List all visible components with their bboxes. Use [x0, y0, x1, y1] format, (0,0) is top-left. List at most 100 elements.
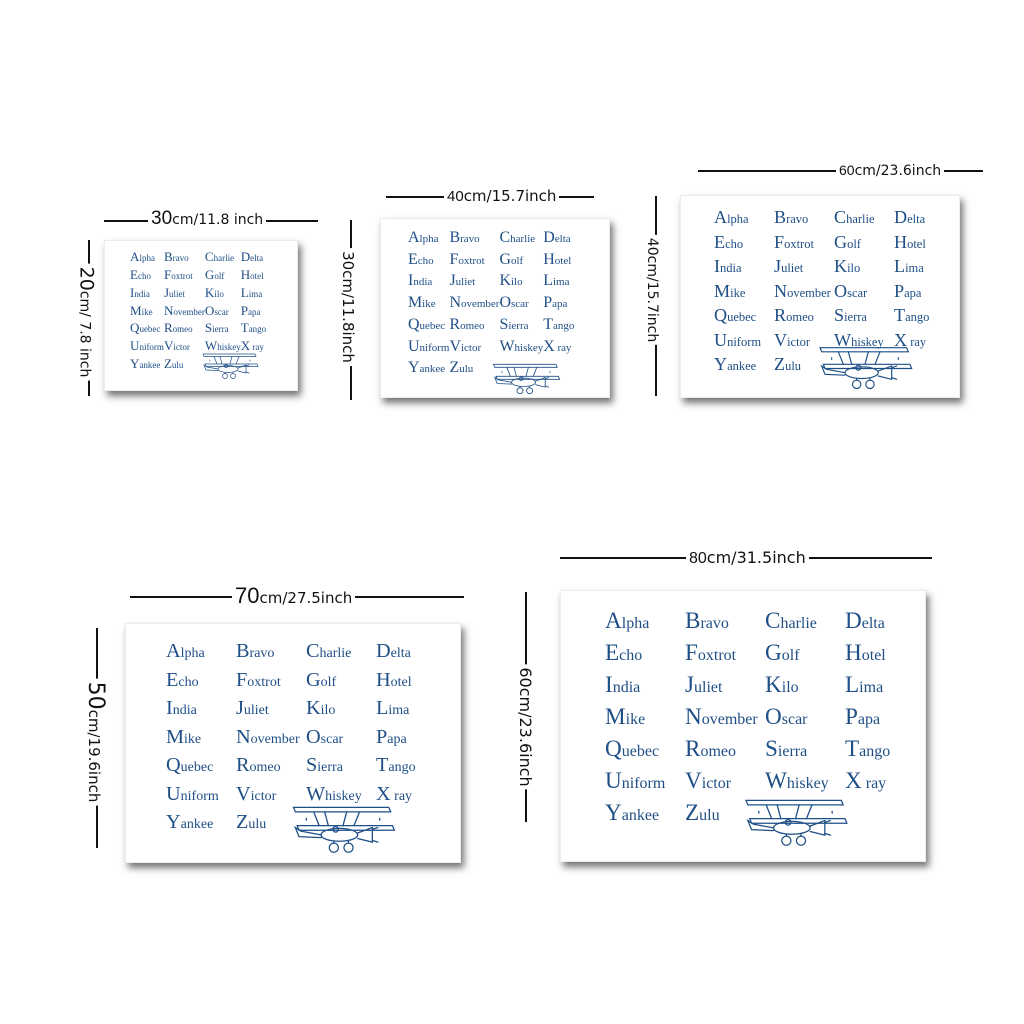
phonetic-word: Victor — [774, 331, 834, 356]
word-rest: ierra — [212, 324, 229, 335]
initial-letter: U — [714, 329, 728, 350]
word-rest: ike — [141, 306, 153, 317]
phonetic-word: Delta — [376, 641, 446, 670]
phonetic-word: Victor — [449, 338, 499, 361]
initial-letter: R — [774, 305, 787, 326]
word-rest: ulu — [785, 359, 802, 374]
phonetic-word: Hotel — [543, 251, 578, 274]
phonetic-word: Papa — [543, 295, 578, 317]
initial-letter: J — [449, 272, 456, 290]
word-rest: ndia — [413, 276, 433, 289]
height-number: 60 — [516, 667, 535, 688]
phonetic-word: India — [605, 673, 685, 706]
word-rest: elta — [250, 253, 264, 263]
initial-letter: N — [449, 294, 461, 312]
word-rest: niform — [727, 334, 762, 349]
initial-letter: G — [834, 231, 848, 252]
phonetic-word: Papa — [845, 705, 925, 738]
phonetic-word: Golf — [765, 641, 845, 674]
phonetic-word: Whiskey — [306, 784, 376, 813]
word-rest: ierra — [777, 743, 808, 760]
canvas-print-4 — [125, 623, 461, 863]
phonetic-word: Tango — [894, 306, 954, 331]
initial-letter: M — [408, 294, 423, 312]
phonetic-word: Golf — [306, 669, 376, 699]
phonetic-word: Yankee — [714, 355, 774, 380]
initial-letter: S — [306, 754, 318, 777]
word-rest: olf — [320, 674, 337, 690]
phonetic-word: Quebec — [408, 316, 449, 339]
initial-letter: Y — [605, 800, 622, 826]
width-label: 80cm/31.5inch — [686, 550, 809, 567]
phonetic-alphabet-grid: Alpha Bravo Charlie Delta Echo Foxtrot Golf Hot… — [166, 641, 446, 841]
word-rest: ango — [388, 760, 416, 776]
initial-letter: C — [499, 229, 511, 246]
phonetic-word: November — [236, 725, 306, 756]
phonetic-word: Romeo — [449, 316, 499, 339]
word-rest: ilo — [781, 679, 799, 696]
word-rest: elta — [861, 615, 885, 632]
canvas-print-2 — [380, 218, 610, 398]
initial-letter: T — [543, 315, 553, 333]
word-rest: ictor — [250, 788, 277, 804]
word-rest: hiskey — [786, 775, 829, 792]
phonetic-word: India — [408, 273, 449, 295]
initial-letter: F — [774, 231, 785, 252]
phonetic-word: Quebec — [605, 737, 685, 770]
word-rest: ike — [730, 285, 746, 300]
phonetic-word: Mike — [605, 705, 685, 738]
phonetic-word: Delta — [241, 250, 270, 268]
phonetic-word: Sierra — [765, 736, 845, 770]
initial-letter: L — [845, 672, 860, 698]
phonetic-word: Tango — [241, 321, 270, 339]
initial-letter: R — [685, 736, 701, 762]
phonetic-word: Lima — [845, 672, 925, 706]
phonetic-word: Foxtrot — [449, 251, 499, 274]
word-rest: uebec — [139, 324, 161, 335]
phonetic-word: Juliet — [164, 286, 205, 304]
phonetic-word: Oscar — [834, 282, 894, 307]
initial-letter: N — [236, 725, 251, 748]
word-rest: ictor — [701, 775, 732, 792]
word-rest: harlie — [213, 253, 235, 263]
word-rest: uebec — [180, 760, 214, 776]
initial-letter: G — [499, 250, 511, 268]
initial-letter: O — [765, 704, 782, 730]
phonetic-word: Romeo — [164, 321, 205, 339]
initial-letter: N — [685, 704, 702, 730]
width-unit: cm/11.8 inch — [172, 212, 264, 228]
word-rest: ilo — [320, 703, 336, 719]
word-rest: olf — [847, 236, 861, 251]
phonetic-word: Kilo — [834, 257, 894, 282]
phonetic-word: Zulu — [774, 355, 834, 380]
phonetic-word: Zulu — [236, 812, 306, 841]
initial-letter: M — [166, 725, 185, 748]
phonetic-word: Yankee — [130, 357, 164, 375]
initial-letter: H — [845, 640, 862, 666]
word-rest: uebec — [621, 743, 660, 760]
phonetic-word: Whiskey — [834, 331, 894, 356]
word-rest: apa — [552, 298, 568, 311]
phonetic-word: Golf — [205, 268, 241, 286]
initial-letter: L — [376, 697, 389, 720]
word-rest: scar — [510, 298, 529, 311]
word-rest: lpha — [419, 233, 439, 245]
word-rest: elta — [390, 646, 411, 661]
initial-letter: Z — [163, 356, 172, 372]
phonetic-word: Charlie — [306, 641, 376, 670]
word-rest: ravo — [786, 212, 809, 226]
phonetic-word: Mike — [130, 304, 164, 322]
initial-letter: X — [845, 768, 862, 794]
initial-letter: W — [499, 337, 515, 355]
word-rest: ray — [907, 334, 927, 349]
initial-letter: I — [714, 256, 721, 277]
word-rest: hiskey — [514, 341, 544, 354]
word-rest: uebec — [419, 319, 446, 332]
word-rest: scar — [320, 731, 344, 747]
phonetic-word: Bravo — [774, 208, 834, 233]
initial-letter: A — [605, 608, 622, 634]
initial-letter: B — [449, 229, 461, 246]
initial-letter: S — [765, 736, 778, 762]
word-rest: otel — [250, 270, 264, 281]
initial-letter: C — [306, 640, 320, 662]
